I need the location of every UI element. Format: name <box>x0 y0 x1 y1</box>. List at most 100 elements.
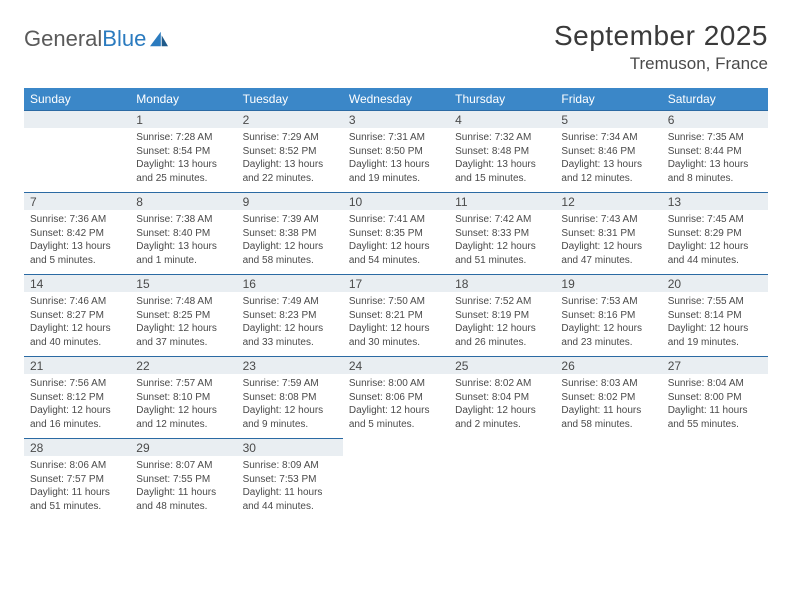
week-row: 21Sunrise: 7:56 AMSunset: 8:12 PMDayligh… <box>24 356 768 438</box>
day-cell: 29Sunrise: 8:07 AMSunset: 7:55 PMDayligh… <box>130 438 236 520</box>
sunset-text: Sunset: 8:04 PM <box>455 391 549 405</box>
day-details: Sunrise: 7:46 AMSunset: 8:27 PMDaylight:… <box>24 292 130 355</box>
day-number: 1 <box>130 110 236 128</box>
day-cell: 18Sunrise: 7:52 AMSunset: 8:19 PMDayligh… <box>449 274 555 356</box>
day-number: 25 <box>449 356 555 374</box>
day-cell: 13Sunrise: 7:45 AMSunset: 8:29 PMDayligh… <box>662 192 768 274</box>
day-cell: 16Sunrise: 7:49 AMSunset: 8:23 PMDayligh… <box>237 274 343 356</box>
daylight-text: Daylight: 12 hours and 54 minutes. <box>349 240 443 267</box>
week-row: 28Sunrise: 8:06 AMSunset: 7:57 PMDayligh… <box>24 438 768 520</box>
day-cell: 8Sunrise: 7:38 AMSunset: 8:40 PMDaylight… <box>130 192 236 274</box>
day-cell: 21Sunrise: 7:56 AMSunset: 8:12 PMDayligh… <box>24 356 130 438</box>
day-cell: 25Sunrise: 8:02 AMSunset: 8:04 PMDayligh… <box>449 356 555 438</box>
day-number: 6 <box>662 110 768 128</box>
day-cell: 4Sunrise: 7:32 AMSunset: 8:48 PMDaylight… <box>449 110 555 192</box>
brand-text: GeneralBlue <box>24 26 146 52</box>
daylight-text: Daylight: 12 hours and 58 minutes. <box>243 240 337 267</box>
empty-day-bar <box>24 110 130 128</box>
sunset-text: Sunset: 7:55 PM <box>136 473 230 487</box>
sunrise-text: Sunrise: 7:49 AM <box>243 295 337 309</box>
sunrise-text: Sunrise: 8:03 AM <box>561 377 655 391</box>
sunset-text: Sunset: 8:16 PM <box>561 309 655 323</box>
sunset-text: Sunset: 8:52 PM <box>243 145 337 159</box>
sunset-text: Sunset: 8:29 PM <box>668 227 762 241</box>
week-row: 14Sunrise: 7:46 AMSunset: 8:27 PMDayligh… <box>24 274 768 356</box>
daylight-text: Daylight: 12 hours and 47 minutes. <box>561 240 655 267</box>
daylight-text: Daylight: 13 hours and 15 minutes. <box>455 158 549 185</box>
brand-logo: GeneralBlue <box>24 20 170 52</box>
daylight-text: Daylight: 13 hours and 1 minute. <box>136 240 230 267</box>
sunrise-text: Sunrise: 7:57 AM <box>136 377 230 391</box>
day-number: 29 <box>130 438 236 456</box>
sunrise-text: Sunrise: 7:48 AM <box>136 295 230 309</box>
daylight-text: Daylight: 12 hours and 51 minutes. <box>455 240 549 267</box>
sunrise-text: Sunrise: 7:38 AM <box>136 213 230 227</box>
sunset-text: Sunset: 8:33 PM <box>455 227 549 241</box>
empty-cell <box>24 110 130 192</box>
day-details: Sunrise: 8:07 AMSunset: 7:55 PMDaylight:… <box>130 456 236 519</box>
weekday-header: Sunday <box>24 88 130 110</box>
daylight-text: Daylight: 12 hours and 9 minutes. <box>243 404 337 431</box>
day-details: Sunrise: 7:38 AMSunset: 8:40 PMDaylight:… <box>130 210 236 273</box>
week-row: 1Sunrise: 7:28 AMSunset: 8:54 PMDaylight… <box>24 110 768 192</box>
day-number: 18 <box>449 274 555 292</box>
day-details: Sunrise: 8:09 AMSunset: 7:53 PMDaylight:… <box>237 456 343 519</box>
day-details: Sunrise: 7:52 AMSunset: 8:19 PMDaylight:… <box>449 292 555 355</box>
calendar-table: SundayMondayTuesdayWednesdayThursdayFrid… <box>24 88 768 520</box>
sunrise-text: Sunrise: 7:39 AM <box>243 213 337 227</box>
day-details: Sunrise: 7:45 AMSunset: 8:29 PMDaylight:… <box>662 210 768 273</box>
sunset-text: Sunset: 7:53 PM <box>243 473 337 487</box>
daylight-text: Daylight: 12 hours and 40 minutes. <box>30 322 124 349</box>
sunrise-text: Sunrise: 7:53 AM <box>561 295 655 309</box>
day-number: 4 <box>449 110 555 128</box>
daylight-text: Daylight: 11 hours and 44 minutes. <box>243 486 337 513</box>
sunset-text: Sunset: 7:57 PM <box>30 473 124 487</box>
day-details: Sunrise: 8:04 AMSunset: 8:00 PMDaylight:… <box>662 374 768 437</box>
title-block: September 2025 Tremuson, France <box>554 20 768 74</box>
sunrise-text: Sunrise: 7:32 AM <box>455 131 549 145</box>
daylight-text: Daylight: 12 hours and 44 minutes. <box>668 240 762 267</box>
calendar-body: 1Sunrise: 7:28 AMSunset: 8:54 PMDaylight… <box>24 110 768 520</box>
day-cell: 27Sunrise: 8:04 AMSunset: 8:00 PMDayligh… <box>662 356 768 438</box>
day-details: Sunrise: 7:53 AMSunset: 8:16 PMDaylight:… <box>555 292 661 355</box>
sunrise-text: Sunrise: 7:41 AM <box>349 213 443 227</box>
sunrise-text: Sunrise: 7:31 AM <box>349 131 443 145</box>
day-cell: 23Sunrise: 7:59 AMSunset: 8:08 PMDayligh… <box>237 356 343 438</box>
sunrise-text: Sunrise: 7:52 AM <box>455 295 549 309</box>
brand-part2: Blue <box>102 26 146 51</box>
sunrise-text: Sunrise: 8:06 AM <box>30 459 124 473</box>
daylight-text: Daylight: 12 hours and 33 minutes. <box>243 322 337 349</box>
sunrise-text: Sunrise: 8:07 AM <box>136 459 230 473</box>
day-number: 15 <box>130 274 236 292</box>
day-number: 12 <box>555 192 661 210</box>
day-number: 2 <box>237 110 343 128</box>
sunrise-text: Sunrise: 7:28 AM <box>136 131 230 145</box>
sunrise-text: Sunrise: 7:55 AM <box>668 295 762 309</box>
day-details: Sunrise: 7:35 AMSunset: 8:44 PMDaylight:… <box>662 128 768 191</box>
day-number: 24 <box>343 356 449 374</box>
daylight-text: Daylight: 13 hours and 25 minutes. <box>136 158 230 185</box>
daylight-text: Daylight: 13 hours and 22 minutes. <box>243 158 337 185</box>
day-cell: 14Sunrise: 7:46 AMSunset: 8:27 PMDayligh… <box>24 274 130 356</box>
day-details: Sunrise: 7:36 AMSunset: 8:42 PMDaylight:… <box>24 210 130 273</box>
day-number: 5 <box>555 110 661 128</box>
sunrise-text: Sunrise: 7:56 AM <box>30 377 124 391</box>
sunset-text: Sunset: 8:38 PM <box>243 227 337 241</box>
day-number: 17 <box>343 274 449 292</box>
brand-part1: General <box>24 26 102 51</box>
sunset-text: Sunset: 8:50 PM <box>349 145 443 159</box>
day-details: Sunrise: 8:03 AMSunset: 8:02 PMDaylight:… <box>555 374 661 437</box>
daylight-text: Daylight: 12 hours and 2 minutes. <box>455 404 549 431</box>
day-details: Sunrise: 7:42 AMSunset: 8:33 PMDaylight:… <box>449 210 555 273</box>
day-cell: 19Sunrise: 7:53 AMSunset: 8:16 PMDayligh… <box>555 274 661 356</box>
daylight-text: Daylight: 13 hours and 12 minutes. <box>561 158 655 185</box>
day-cell: 28Sunrise: 8:06 AMSunset: 7:57 PMDayligh… <box>24 438 130 520</box>
sunset-text: Sunset: 8:54 PM <box>136 145 230 159</box>
sunset-text: Sunset: 8:42 PM <box>30 227 124 241</box>
day-cell: 2Sunrise: 7:29 AMSunset: 8:52 PMDaylight… <box>237 110 343 192</box>
daylight-text: Daylight: 12 hours and 12 minutes. <box>136 404 230 431</box>
daylight-text: Daylight: 13 hours and 19 minutes. <box>349 158 443 185</box>
sunset-text: Sunset: 8:00 PM <box>668 391 762 405</box>
empty-cell <box>662 438 768 520</box>
weekday-header: Friday <box>555 88 661 110</box>
